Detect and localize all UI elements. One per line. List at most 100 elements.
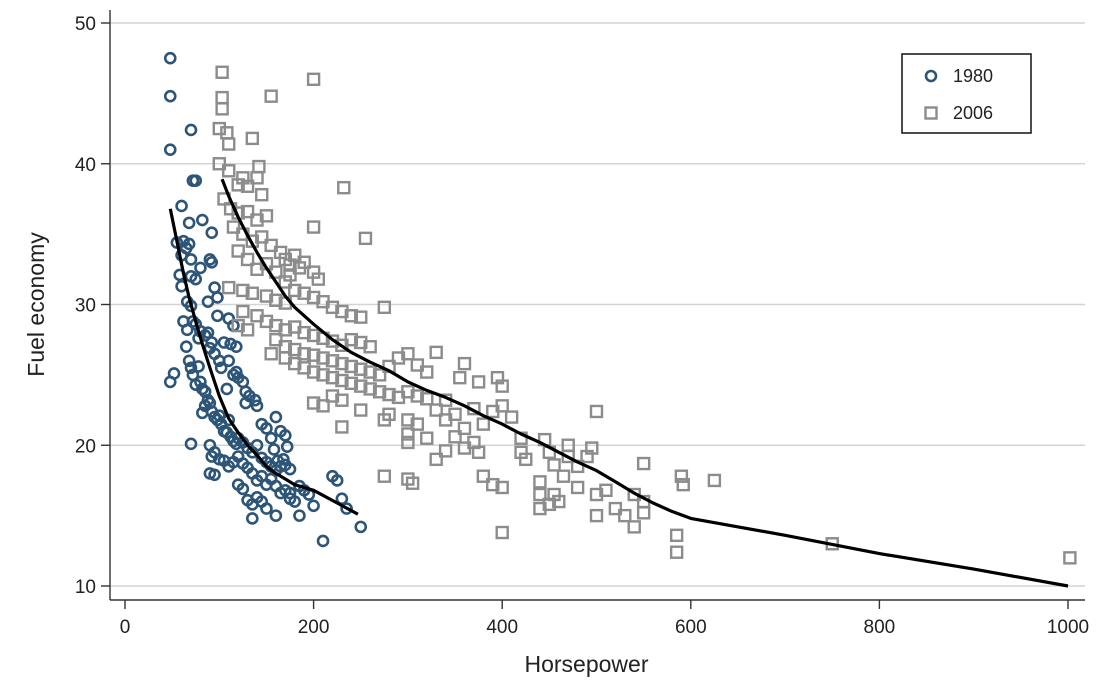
- point-2006: [337, 180, 351, 195]
- point-1980: [175, 199, 188, 213]
- point-2006: [457, 421, 472, 436]
- point-2006: [618, 508, 632, 523]
- x-tick-label: 800: [864, 617, 896, 638]
- point-1980: [220, 382, 234, 396]
- point-2006: [236, 283, 250, 298]
- point-2006: [288, 356, 302, 371]
- point-1980: [307, 499, 320, 513]
- point-2006: [264, 347, 278, 361]
- point-1980: [236, 482, 250, 496]
- point-2006: [363, 382, 377, 396]
- point-1980: [163, 51, 177, 65]
- point-2006: [636, 506, 651, 520]
- x-tick-label: 400: [486, 617, 518, 638]
- point-1980: [260, 502, 273, 515]
- legend-label-1980: 1980: [953, 66, 993, 86]
- point-2006: [245, 286, 260, 300]
- point-1980: [163, 89, 177, 103]
- point-2006: [471, 375, 486, 389]
- point-2006: [448, 430, 462, 444]
- point-1980: [316, 534, 330, 548]
- point-1980: [283, 462, 297, 476]
- point-1980: [229, 365, 243, 379]
- point-2006: [335, 420, 349, 434]
- point-2006: [504, 410, 519, 424]
- point-2006: [429, 403, 443, 417]
- point-2006: [495, 480, 509, 495]
- point-2006: [589, 404, 604, 419]
- point-2006: [410, 417, 425, 431]
- point-2006: [453, 370, 467, 385]
- point-2006: [429, 452, 443, 467]
- point-1980: [217, 336, 231, 349]
- point-1980: [279, 429, 292, 442]
- point-2006: [255, 188, 269, 202]
- point-1980: [354, 520, 368, 534]
- point-1980: [189, 272, 203, 286]
- point-1980: [184, 437, 198, 451]
- point-2006: [471, 445, 486, 459]
- point-2006: [259, 289, 274, 303]
- axes: 10 20 30 40 50 0 200 400 600 800 1000 Horsepower Fue…: [23, 10, 1089, 677]
- point-2006: [377, 469, 392, 483]
- x-tick-label: 600: [675, 617, 707, 638]
- point-2006: [429, 345, 443, 360]
- point-1980: [196, 406, 209, 420]
- point-1980: [208, 281, 221, 294]
- point-1980: [250, 399, 264, 413]
- point-2006: [245, 131, 260, 146]
- point-1980: [260, 422, 273, 435]
- point-2006: [344, 376, 359, 391]
- point-2006: [495, 399, 509, 413]
- point-2006: [354, 362, 368, 376]
- point-1980: [340, 502, 353, 515]
- series-2006: [212, 65, 1077, 565]
- point-2006: [231, 178, 245, 192]
- point-2006: [236, 304, 250, 319]
- point-2006: [222, 280, 236, 295]
- point-2006: [212, 121, 227, 136]
- point-2006: [344, 309, 359, 323]
- point-2006: [269, 318, 283, 333]
- point-2006: [278, 323, 293, 337]
- point-2006: [306, 220, 321, 234]
- x-axis-title: Horsepower: [525, 651, 649, 677]
- point-2006: [547, 458, 561, 472]
- y-axis-title: Fuel economy: [23, 232, 49, 377]
- point-1980: [194, 261, 207, 275]
- point-2006: [288, 283, 302, 298]
- point-2006: [608, 501, 623, 516]
- point-1980: [269, 410, 283, 424]
- y-tick-label: 20: [75, 436, 96, 457]
- legend-label-2006: 2006: [953, 103, 993, 123]
- point-1980: [184, 123, 198, 137]
- point-2006: [297, 325, 311, 340]
- point-2006: [580, 449, 594, 464]
- fit-lines: [168, 178, 1069, 588]
- point-2006: [495, 525, 509, 540]
- point-2006: [363, 340, 377, 354]
- point-2006: [391, 351, 406, 365]
- point-2006: [335, 373, 349, 388]
- point-2006: [344, 332, 359, 347]
- point-2006: [676, 477, 690, 492]
- point-2006: [1063, 551, 1077, 565]
- point-2006: [269, 293, 283, 307]
- point-2006: [358, 231, 373, 246]
- point-2006: [306, 290, 321, 305]
- point-1980: [194, 375, 207, 389]
- point-2006: [438, 413, 453, 427]
- legend-marker-1980: [924, 69, 938, 83]
- point-1980: [208, 468, 221, 482]
- point-1980: [205, 255, 219, 269]
- point-2006: [589, 508, 604, 523]
- point-1980: [269, 509, 283, 522]
- point-2006: [264, 89, 278, 103]
- point-2006: [222, 137, 236, 151]
- point-1980: [198, 399, 212, 413]
- point-2006: [486, 477, 500, 492]
- point-2006: [283, 268, 297, 282]
- point-1980: [280, 440, 294, 453]
- point-2006: [401, 435, 415, 450]
- point-2006: [325, 354, 340, 368]
